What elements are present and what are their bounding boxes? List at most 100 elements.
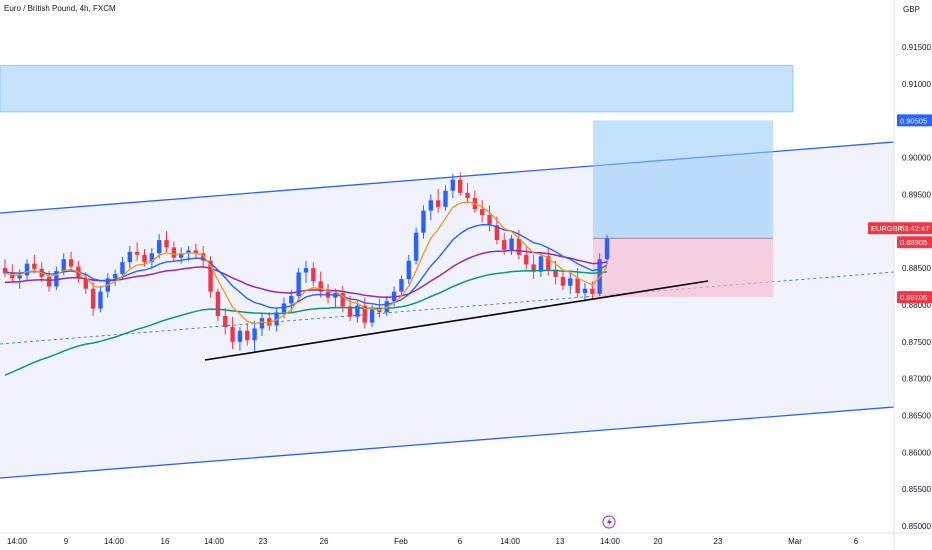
candle-body [134, 251, 140, 255]
candle-body [127, 251, 133, 263]
candle-body [421, 210, 426, 233]
price-tag-text: 0.90505 [900, 116, 927, 125]
candle-body [457, 179, 463, 193]
candle-body [560, 276, 566, 286]
price-tag-bg [897, 291, 932, 304]
y-tick-label: 0.88000 [902, 301, 931, 310]
price-tag-bg [868, 222, 932, 235]
price-tag-bg [897, 236, 932, 249]
y-tick-label: 0.85000 [902, 522, 931, 531]
x-tick-label: 14:00 [600, 537, 621, 546]
candle-body [494, 225, 500, 241]
candle-body [479, 209, 485, 216]
y-tick-label: 0.90000 [902, 154, 931, 163]
candle-body [355, 305, 360, 317]
candle-body [318, 281, 323, 292]
candle-body [413, 232, 419, 261]
y-tick-label: 0.89500 [902, 190, 931, 199]
candle-body [24, 263, 30, 276]
symbol-tag-text: EURGBP [871, 224, 903, 233]
x-tick-label: Feb [394, 537, 408, 546]
price-tag: 0.88905 [897, 236, 932, 249]
candle-body [112, 273, 118, 279]
price-tag-text: 0.88905 [900, 238, 927, 247]
support-trendline [204, 280, 709, 361]
candle-body [32, 263, 37, 269]
ema-mid-line [4, 223, 608, 309]
candle-body [156, 240, 162, 254]
candle-body [208, 260, 213, 292]
x-tick-label: 23 [259, 537, 268, 546]
candles-group [2, 172, 610, 353]
candle-body [259, 318, 265, 329]
candle-body [46, 276, 52, 287]
candle-body [553, 269, 558, 277]
candle-body [237, 330, 243, 342]
candle-body [582, 288, 588, 294]
price-tag: 0.90505 [897, 114, 932, 127]
candle-body [171, 247, 177, 258]
y-tick-label: 0.86000 [902, 448, 931, 457]
y-tick-label: 0.87500 [902, 338, 931, 347]
candle-body [450, 179, 456, 191]
event-lightning-icon [602, 515, 616, 529]
ema-fast-line [4, 201, 608, 325]
y-tick-label: 0.86500 [902, 411, 931, 420]
candle-body [61, 259, 66, 272]
x-tick-label: 20 [654, 537, 663, 546]
price-tag-text: 0.88105 [900, 293, 927, 302]
candle-body [252, 328, 257, 341]
candle-body [83, 278, 88, 289]
x-tick-label: 13 [556, 537, 565, 546]
candle-body [54, 271, 59, 287]
candle-body [164, 240, 169, 248]
x-tick-label: Mar [788, 537, 802, 546]
y-tick-label: 0.91500 [902, 43, 931, 52]
position-stop-zone [593, 238, 773, 298]
candle-body [90, 288, 96, 309]
candle-body [524, 254, 529, 265]
candle-body [223, 315, 228, 328]
candle-body [377, 309, 382, 313]
candle-body [296, 272, 301, 297]
countdown-tag-text: 03:42:47 [900, 224, 929, 233]
candle-body [193, 250, 199, 254]
candle-body [17, 275, 22, 279]
candle-body [487, 215, 492, 226]
candle-body [428, 200, 434, 211]
candle-body [289, 296, 294, 304]
candle-body [340, 293, 345, 307]
x-tick-label: 6 [458, 537, 463, 546]
candle-body [245, 330, 250, 341]
channel-lower-line [0, 406, 895, 479]
candle-body [443, 190, 448, 207]
candle-body [435, 200, 441, 207]
y-tick-label: 0.87000 [902, 375, 931, 384]
price-tag-bg [897, 114, 932, 127]
x-tick-label: 9 [64, 537, 69, 546]
candle-body [68, 259, 74, 267]
candle-body [362, 305, 367, 323]
candle-body [303, 268, 309, 273]
candle-body [538, 256, 544, 272]
supply-zone [0, 64, 794, 113]
candle-body [142, 254, 147, 263]
price-tag: 0.88105 [897, 291, 932, 304]
candle-body [347, 306, 353, 317]
candle-body [465, 192, 470, 199]
position-target-zone [593, 120, 773, 239]
candle-body [120, 262, 125, 274]
exchange-label: FXCM [92, 4, 116, 13]
candle-body [267, 318, 272, 326]
candle-body [186, 250, 191, 254]
candle-body [604, 238, 610, 260]
y-tick-label: 0.85500 [902, 485, 931, 494]
candle-body [311, 268, 316, 282]
candle-body [590, 288, 595, 294]
candle-body [516, 238, 522, 255]
x-tick-label: 23 [714, 537, 723, 546]
candle-body [399, 279, 404, 292]
